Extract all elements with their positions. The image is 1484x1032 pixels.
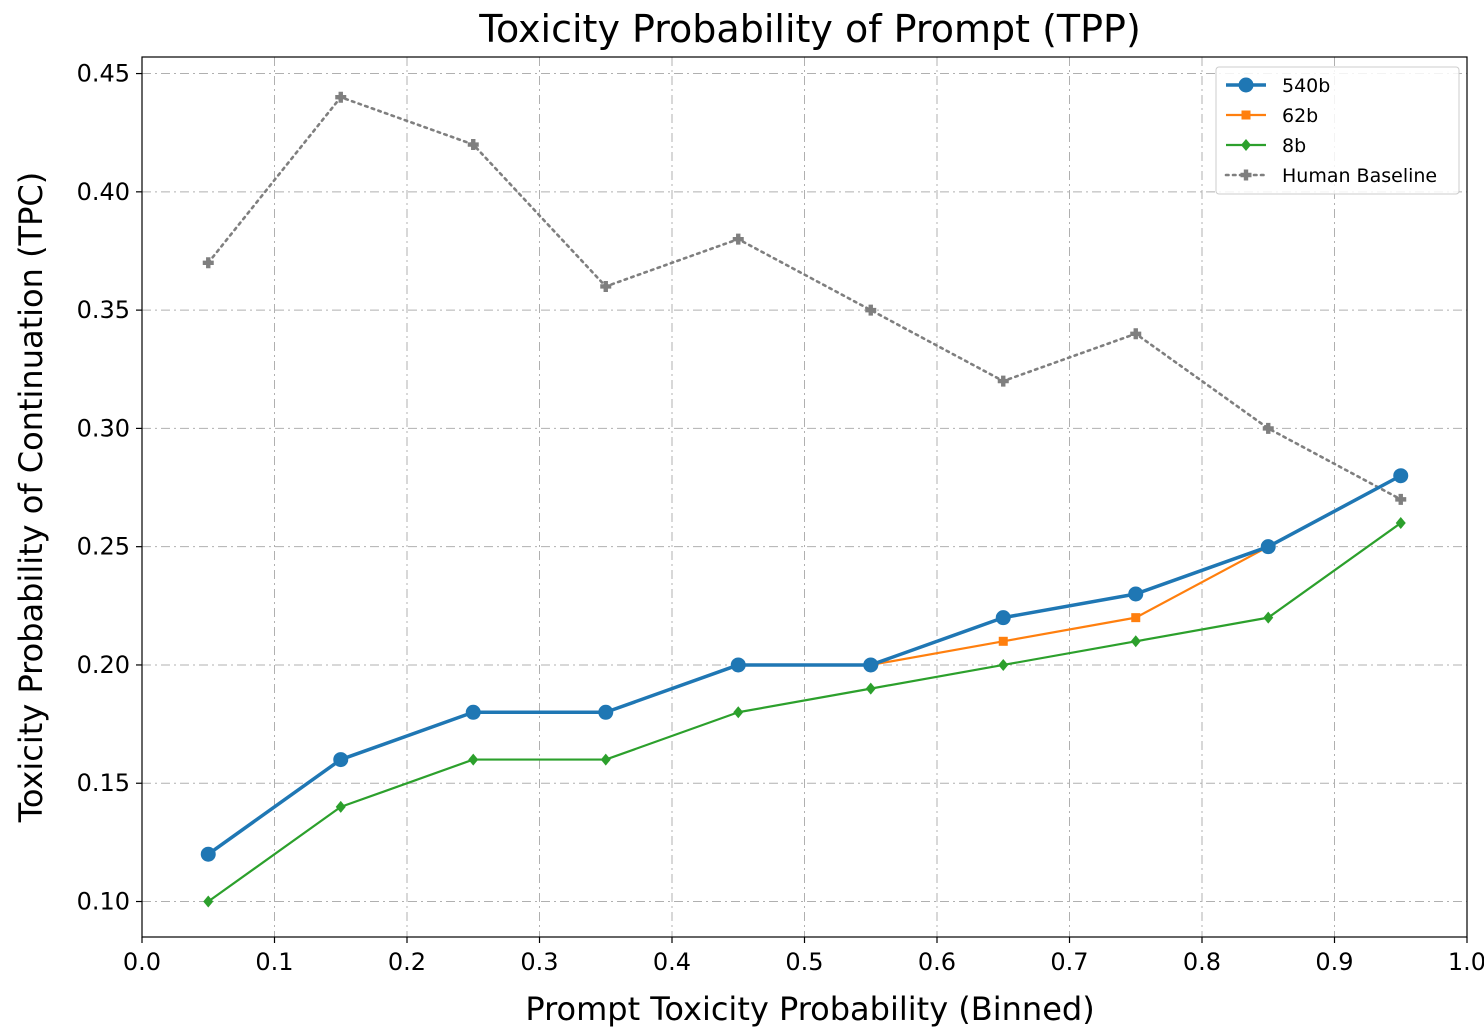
data-point-human-baseline bbox=[865, 304, 877, 316]
data-point-540b bbox=[200, 846, 216, 862]
legend-label: 8b bbox=[1282, 135, 1306, 157]
series-layer bbox=[200, 91, 1409, 908]
legend-label: 62b bbox=[1282, 105, 1318, 127]
legend-item-8b: 8b bbox=[1226, 135, 1306, 157]
data-point-8b bbox=[468, 753, 479, 766]
legend-frame bbox=[1215, 66, 1460, 195]
data-point-540b bbox=[1128, 586, 1144, 602]
x-tick-label: 0.5 bbox=[785, 948, 823, 976]
y-tick-label: 0.30 bbox=[77, 414, 130, 442]
x-tick-label: 1.0 bbox=[1448, 948, 1484, 976]
legend-item-human-baseline: Human Baseline bbox=[1224, 165, 1437, 187]
y-tick-label: 0.25 bbox=[77, 533, 130, 561]
data-point-540b bbox=[598, 704, 614, 720]
data-point-540b bbox=[995, 610, 1011, 626]
series-human-baseline bbox=[202, 91, 1407, 505]
data-point-8b bbox=[1395, 517, 1406, 530]
legend-marker bbox=[1240, 169, 1252, 181]
data-point-8b bbox=[203, 895, 214, 908]
series-8b bbox=[203, 517, 1406, 908]
y-axis-label: Toxicity Probability of Continuation (TP… bbox=[12, 172, 50, 823]
data-point-8b bbox=[1263, 611, 1274, 624]
y-tick-label: 0.35 bbox=[77, 296, 130, 324]
data-point-8b bbox=[865, 682, 876, 695]
x-tick-label: 0.4 bbox=[653, 948, 691, 976]
chart-title: Toxicity Probability of Prompt (TPP) bbox=[478, 7, 1141, 51]
data-point-62b bbox=[998, 636, 1008, 646]
data-point-human-baseline bbox=[600, 280, 612, 292]
data-point-human-baseline bbox=[1395, 493, 1407, 505]
series-line-human-baseline bbox=[206, 95, 1403, 501]
legend-label: Human Baseline bbox=[1282, 165, 1437, 187]
y-tick-label: 0.10 bbox=[77, 888, 130, 916]
x-tick-label: 0.6 bbox=[918, 948, 956, 976]
legend-marker bbox=[1241, 110, 1251, 120]
x-tick-label: 0.8 bbox=[1183, 948, 1221, 976]
x-tick-label: 0.3 bbox=[520, 948, 558, 976]
data-point-540b bbox=[1393, 468, 1409, 484]
legend-marker bbox=[1238, 77, 1254, 93]
data-point-human-baseline bbox=[1130, 328, 1142, 340]
data-point-human-baseline bbox=[1262, 422, 1274, 434]
legend-item-540b: 540b bbox=[1226, 75, 1330, 97]
series-line-540b bbox=[207, 474, 1402, 856]
data-point-human-baseline bbox=[997, 375, 1009, 387]
legend-marker bbox=[1241, 139, 1251, 151]
legend: 540b 62b 8b Human Baseline bbox=[1215, 66, 1460, 195]
data-point-540b bbox=[465, 704, 481, 720]
data-point-human-baseline bbox=[202, 257, 214, 269]
axis-ticks: 0.0 0.1 0.2 0.3 0.4 0.5 0.6 0.7 0.8 0.9 1.0 0.10 0.1… bbox=[77, 60, 1484, 976]
y-tick-label: 0.20 bbox=[77, 651, 130, 679]
y-tick-label: 0.40 bbox=[77, 178, 130, 206]
data-point-8b bbox=[335, 800, 346, 813]
y-tick-label: 0.45 bbox=[77, 60, 130, 88]
y-tick-label: 0.15 bbox=[77, 769, 130, 797]
data-point-8b bbox=[600, 753, 611, 766]
data-point-8b bbox=[998, 658, 1009, 671]
data-point-540b bbox=[1260, 539, 1276, 555]
series-line-8b bbox=[207, 522, 1402, 903]
x-tick-label: 0.1 bbox=[255, 948, 293, 976]
x-tick-label: 0.7 bbox=[1050, 948, 1088, 976]
x-tick-label: 0.9 bbox=[1315, 948, 1353, 976]
x-tick-label: 0.2 bbox=[388, 948, 426, 976]
data-point-540b bbox=[863, 657, 879, 673]
data-point-human-baseline bbox=[732, 233, 744, 245]
series-540b bbox=[200, 468, 1409, 862]
x-axis-label: Prompt Toxicity Probability (Binned) bbox=[525, 990, 1094, 1028]
data-point-human-baseline bbox=[467, 139, 479, 151]
data-point-62b bbox=[1131, 613, 1141, 623]
data-point-human-baseline bbox=[335, 91, 347, 103]
data-point-540b bbox=[730, 657, 746, 673]
x-tick-label: 0.0 bbox=[123, 948, 161, 976]
data-point-8b bbox=[1130, 635, 1141, 648]
legend-label: 540b bbox=[1282, 75, 1330, 97]
data-point-8b bbox=[733, 706, 744, 719]
legend-item-62b: 62b bbox=[1226, 105, 1318, 127]
data-point-540b bbox=[333, 752, 349, 768]
